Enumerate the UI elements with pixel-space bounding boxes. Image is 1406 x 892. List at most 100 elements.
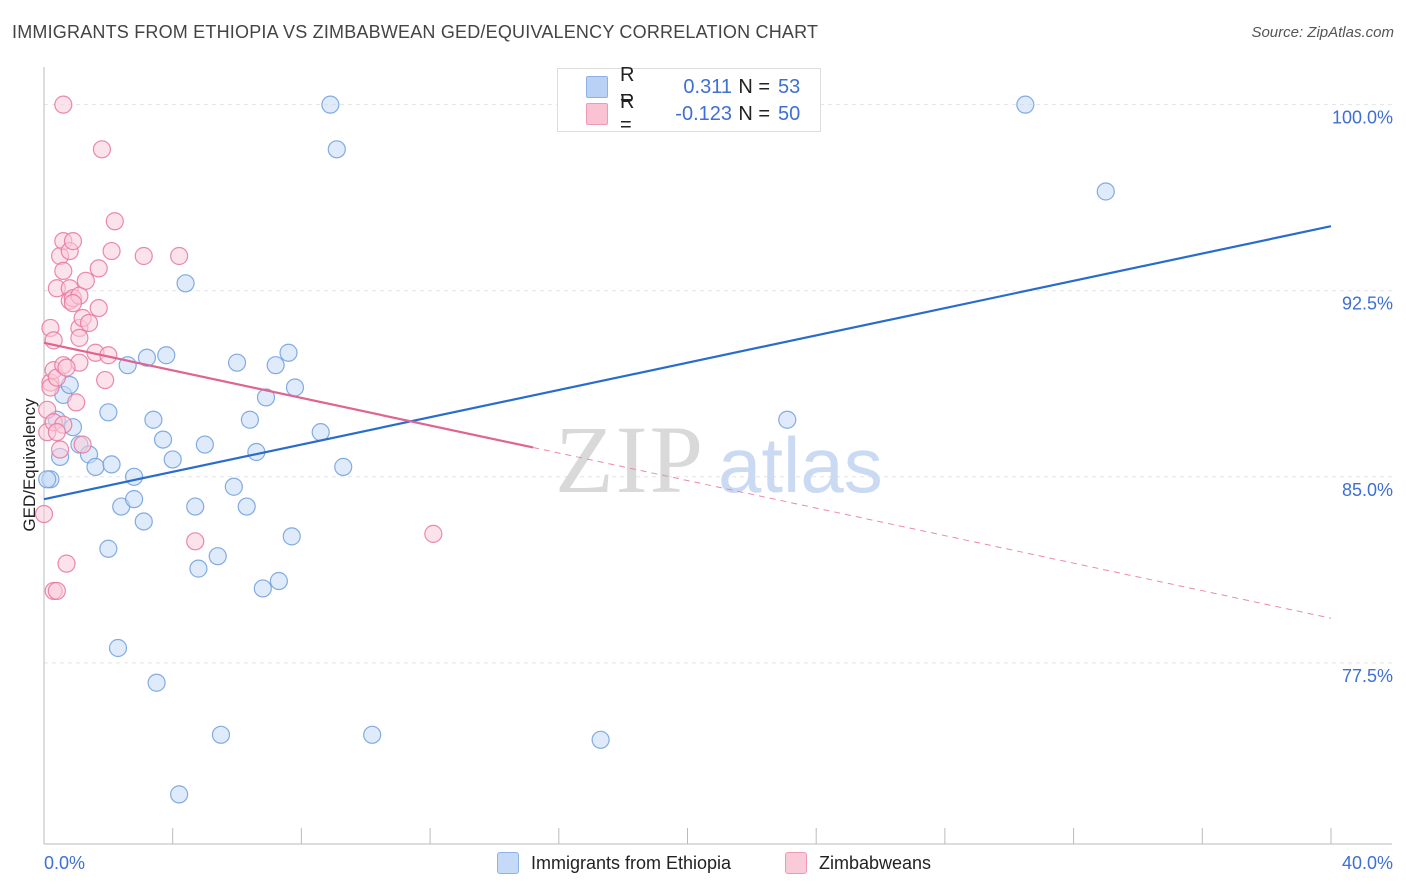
ethiopia-point (591, 730, 610, 749)
zimbabwe-point (89, 259, 108, 278)
stats-legend: R = 0.311 N = 53 R = -0.123 N = 50 (557, 64, 821, 136)
legend-label-ethiopia: Immigrants from Ethiopia (531, 852, 732, 873)
watermark-zip: ZIP (555, 406, 705, 513)
ethiopia-point (195, 435, 214, 454)
ethiopia-point (282, 527, 301, 546)
zimbabwe-point (105, 212, 124, 231)
gridlines (44, 104, 1392, 664)
stats-row-zimbabwe: R = -0.123 N = 50 (558, 91, 801, 136)
ethiopia-point (170, 785, 189, 804)
ethiopia-point (137, 348, 157, 367)
zimbabwe-point (96, 370, 115, 390)
zimbabwe-point (63, 294, 83, 313)
ethiopia-point (157, 346, 176, 365)
x-tick-label: 0.0% (44, 853, 85, 873)
ethiopia-point (269, 571, 288, 591)
zimbabwe-point (67, 393, 86, 412)
n-value: 53 (778, 75, 801, 98)
n-label: N = (738, 102, 770, 125)
zimbabwe-point (73, 435, 92, 454)
legend-item-zimbabwe[interactable]: Zimbabweans (785, 852, 931, 874)
legend-label-zimbabwe: Zimbabweans (819, 852, 932, 873)
zimbabwe-point (89, 299, 108, 318)
ethiopia-point (334, 457, 353, 476)
zimbabwe-point (54, 95, 73, 114)
source-label: Source: ZipAtlas.com (1251, 24, 1394, 41)
r-label: R = (620, 91, 635, 136)
ethiopia-point (153, 430, 173, 449)
ethiopia-point (211, 725, 231, 744)
ethiopia-point (189, 559, 208, 578)
zimbabwe-point (76, 271, 95, 290)
ethiopia-point (240, 410, 260, 429)
ethiopia-point (134, 512, 153, 531)
trend-line-zimbabwe (43, 341, 534, 449)
axes (43, 67, 1392, 845)
zimbabwe-point (170, 246, 189, 266)
zimbabwe-point (92, 140, 112, 159)
trend-line-zimbabwe-dashed (532, 446, 1332, 619)
watermark: ZIP atlas (555, 406, 883, 513)
ethiopia-point (124, 490, 144, 509)
swatch-ethiopia (586, 76, 608, 98)
zimbabwe-point (54, 261, 73, 280)
zimbabwe-point (57, 554, 76, 573)
ethiopia-point (38, 470, 57, 489)
zimbabwe-point (424, 524, 443, 543)
legend-item-ethiopia[interactable]: Immigrants from Ethiopia (497, 852, 731, 874)
y-tick-label: 85.0% (1342, 480, 1393, 500)
zimbabwe-point (186, 532, 205, 551)
zimbabwe-point (50, 440, 70, 459)
ethiopia-point (1096, 182, 1115, 201)
series-legend: Immigrants from Ethiopia Zimbabweans (0, 850, 1406, 878)
ethiopia-point (124, 467, 144, 486)
trend-lines (43, 225, 1332, 619)
ethiopia-point (86, 457, 105, 476)
ethiopia-point (778, 410, 797, 429)
ethiopia-point (102, 455, 121, 474)
ethiopia-point (227, 353, 247, 372)
ethiopia-point (108, 638, 128, 658)
ethiopia-point (321, 95, 340, 114)
ethiopia-point (99, 403, 118, 422)
ethiopia-point (279, 343, 298, 362)
r-value: -0.123 (675, 102, 732, 125)
zimbabwe-point (47, 581, 66, 601)
ethiopia-point (147, 673, 166, 692)
ethiopia-point (237, 497, 256, 516)
legend-swatch-ethiopia (497, 852, 519, 874)
watermark-atlas: atlas (718, 421, 883, 509)
zimbabwe-point (34, 504, 54, 524)
ethiopia-point (327, 140, 346, 159)
zimbabwe-point (134, 246, 153, 266)
zimbabwe-point (102, 241, 121, 261)
zimbabwe-point (63, 232, 83, 251)
swatch-zimbabwe (586, 103, 608, 125)
zimbabwe-point (70, 328, 89, 347)
legend-swatch-zimbabwe (785, 852, 807, 874)
zimbabwe-point (47, 423, 66, 442)
tick-labels: 100.0% 92.5% 85.0% 77.5% 0.0% 40.0% (44, 108, 1393, 873)
y-tick-label: 77.5% (1342, 666, 1393, 686)
ethiopia-point (163, 450, 182, 469)
ethiopia-point (144, 410, 163, 429)
r-label: R = (620, 64, 635, 109)
n-value: 50 (778, 102, 801, 125)
ethiopia-point (224, 477, 243, 496)
ethiopia-point (176, 274, 195, 293)
zimbabwe-point (57, 358, 76, 377)
ethiopia-point (256, 388, 276, 407)
ethiopia-point (253, 579, 272, 598)
chart-title: IMMIGRANTS FROM ETHIOPIA VS ZIMBABWEAN G… (12, 22, 819, 42)
series-zimbabwe-points (34, 95, 443, 601)
ethiopia-point (285, 378, 305, 397)
stats-row-ethiopia: R = 0.311 N = 53 (558, 64, 801, 109)
ethiopia-point (99, 539, 118, 558)
ethiopia-point (363, 725, 382, 744)
y-tick-label: 100.0% (1332, 108, 1393, 128)
n-label: N = (738, 75, 770, 98)
r-value: 0.311 (683, 75, 732, 98)
ethiopia-point (1016, 95, 1035, 114)
x-tick-label: 40.0% (1342, 853, 1393, 873)
